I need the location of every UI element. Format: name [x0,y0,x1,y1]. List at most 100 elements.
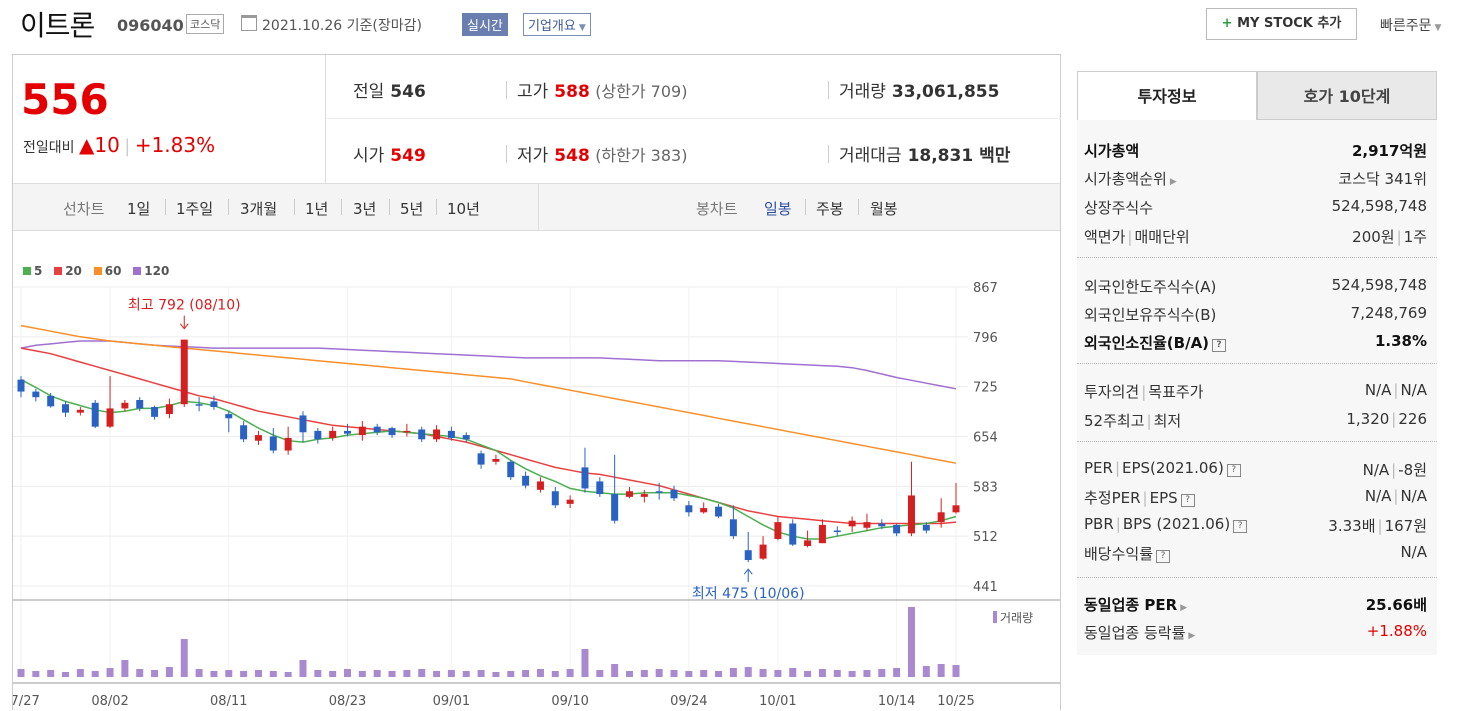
volume-bar [76,669,84,677]
candle-body [507,461,515,478]
volume-bar [507,671,515,677]
candle-body [165,404,173,415]
candle-body [462,435,470,440]
line-chart-label: 선차트 [63,200,105,218]
period-1w[interactable]: 1주일 [176,200,214,218]
stock-header: 이트론 096040 코스닥 2021.10.26 기준(장마감) 실시간 기업… [0,0,1462,50]
volume-bar [492,672,500,677]
volume-bar [121,660,129,677]
candle-body [388,428,396,436]
volume-bar [611,664,619,677]
chevron-right-icon: ▶ [1180,603,1188,613]
candle-body [759,544,767,559]
candle-weekly[interactable]: 주봉 [816,200,844,218]
volume-bar [314,670,322,677]
candle-body [62,404,70,413]
candle-monthly[interactable]: 월봉 [870,200,898,218]
chevron-right-icon: ▶ [1188,631,1196,641]
volume-bar [284,672,292,677]
x-tick-label: 10/14 [878,694,915,709]
low-label: 저가 [517,146,549,166]
divider [828,145,829,163]
candle-body [863,522,871,528]
legend-ma120-label: 120 [144,264,170,278]
volume-bar [418,669,426,677]
volume-bar [640,670,648,677]
period-3m[interactable]: 3개월 [240,200,278,218]
candle-body [433,429,441,440]
info-label: 추정PER [1084,489,1141,507]
candle-daily[interactable]: 일봉 [764,200,792,218]
info-label: 시가총액순위 [1084,170,1167,188]
legend-ma120: 120 [133,264,169,278]
period-3y[interactable]: 3년 [353,200,377,218]
divider [1077,257,1437,258]
quick-order-button[interactable]: 빠른주문 ▼ [1380,15,1441,35]
market-badge: 코스닥 [186,14,225,34]
candle-body [744,550,752,561]
help-icon[interactable]: ? [1156,550,1171,563]
volume-legend-label: 거래량 [1000,611,1033,625]
plus-icon: + [1221,16,1233,31]
help-icon[interactable]: ? [1212,339,1227,352]
help-icon[interactable]: ? [1180,494,1195,507]
info-body: 시가총액 2,917억원 시가총액순위 ▶ 코스닥 341위 상장주식수 524,598… [1077,120,1437,655]
volume-bar [878,669,886,677]
period-10y[interactable]: 10년 [447,200,480,218]
info-label: 시가총액 [1084,142,1140,160]
divider [294,199,295,215]
info-label-2: EPS(2021.06) [1122,459,1224,477]
candle-body [848,520,856,527]
tab-investment-info[interactable]: 투자정보 [1077,71,1257,120]
quote-date: 2021.10.26 기준(장마감) [262,18,422,34]
candle-body [418,429,426,440]
period-5y[interactable]: 5년 [400,200,424,218]
x-tick-label: 08/11 [210,694,247,709]
candle-body [922,524,930,531]
volume-bar [151,670,159,677]
volume-bar [62,672,70,677]
volume-bar [922,666,930,677]
ma120-line [20,340,957,390]
volume-bar [477,670,485,677]
volume-bar [388,671,396,677]
info-value-2: N/A [1400,487,1427,505]
candle-body [625,491,633,497]
volume-bar [462,671,470,677]
candle-body [937,512,945,523]
info-label-2: EPS [1149,489,1178,507]
candle-body [254,435,262,441]
candle-body [670,489,678,499]
info-value: 코스닥 341위 [1338,170,1427,188]
help-icon[interactable]: ? [1233,520,1248,533]
legend-swatch [133,267,142,275]
period-1d[interactable]: 1일 [127,200,151,218]
legend-ma60: 60 [93,264,121,278]
volume-bar [863,670,871,677]
tab-order-book[interactable]: 호가 10단계 [1257,71,1437,120]
candlestick-chart[interactable]: 867 796 725 654 583 512 441 07/27 08/02 08/11 08/2… [13,275,1060,711]
info-label: PER [1084,459,1113,477]
change-percent: +1.83% [134,133,216,157]
period-1y[interactable]: 1년 [305,200,329,218]
volume-bar [165,667,173,677]
realtime-button[interactable]: 실시간 [462,13,508,36]
info-label-2: 최저 [1153,412,1182,430]
candle-body [492,458,500,462]
company-overview-dropdown[interactable]: 기업개요 ▼ [523,13,591,36]
candle-body [121,402,129,409]
y-tick-label: 725 [973,381,998,396]
candle-body [596,481,604,495]
turnover-label: 거래대금 [839,146,902,166]
info-value: +1.88% [1366,622,1427,640]
x-tick-label: 09/24 [670,694,707,709]
candle-body [76,409,84,413]
volume-bar [403,670,411,677]
low-value: 548 [554,146,590,166]
candle-body [299,415,307,433]
volume-bar [447,670,455,677]
candle-body [358,426,366,436]
add-mystock-button[interactable]: + MY STOCK 추가 [1206,8,1357,40]
help-icon[interactable]: ? [1226,464,1241,477]
volume-bar [47,670,55,677]
